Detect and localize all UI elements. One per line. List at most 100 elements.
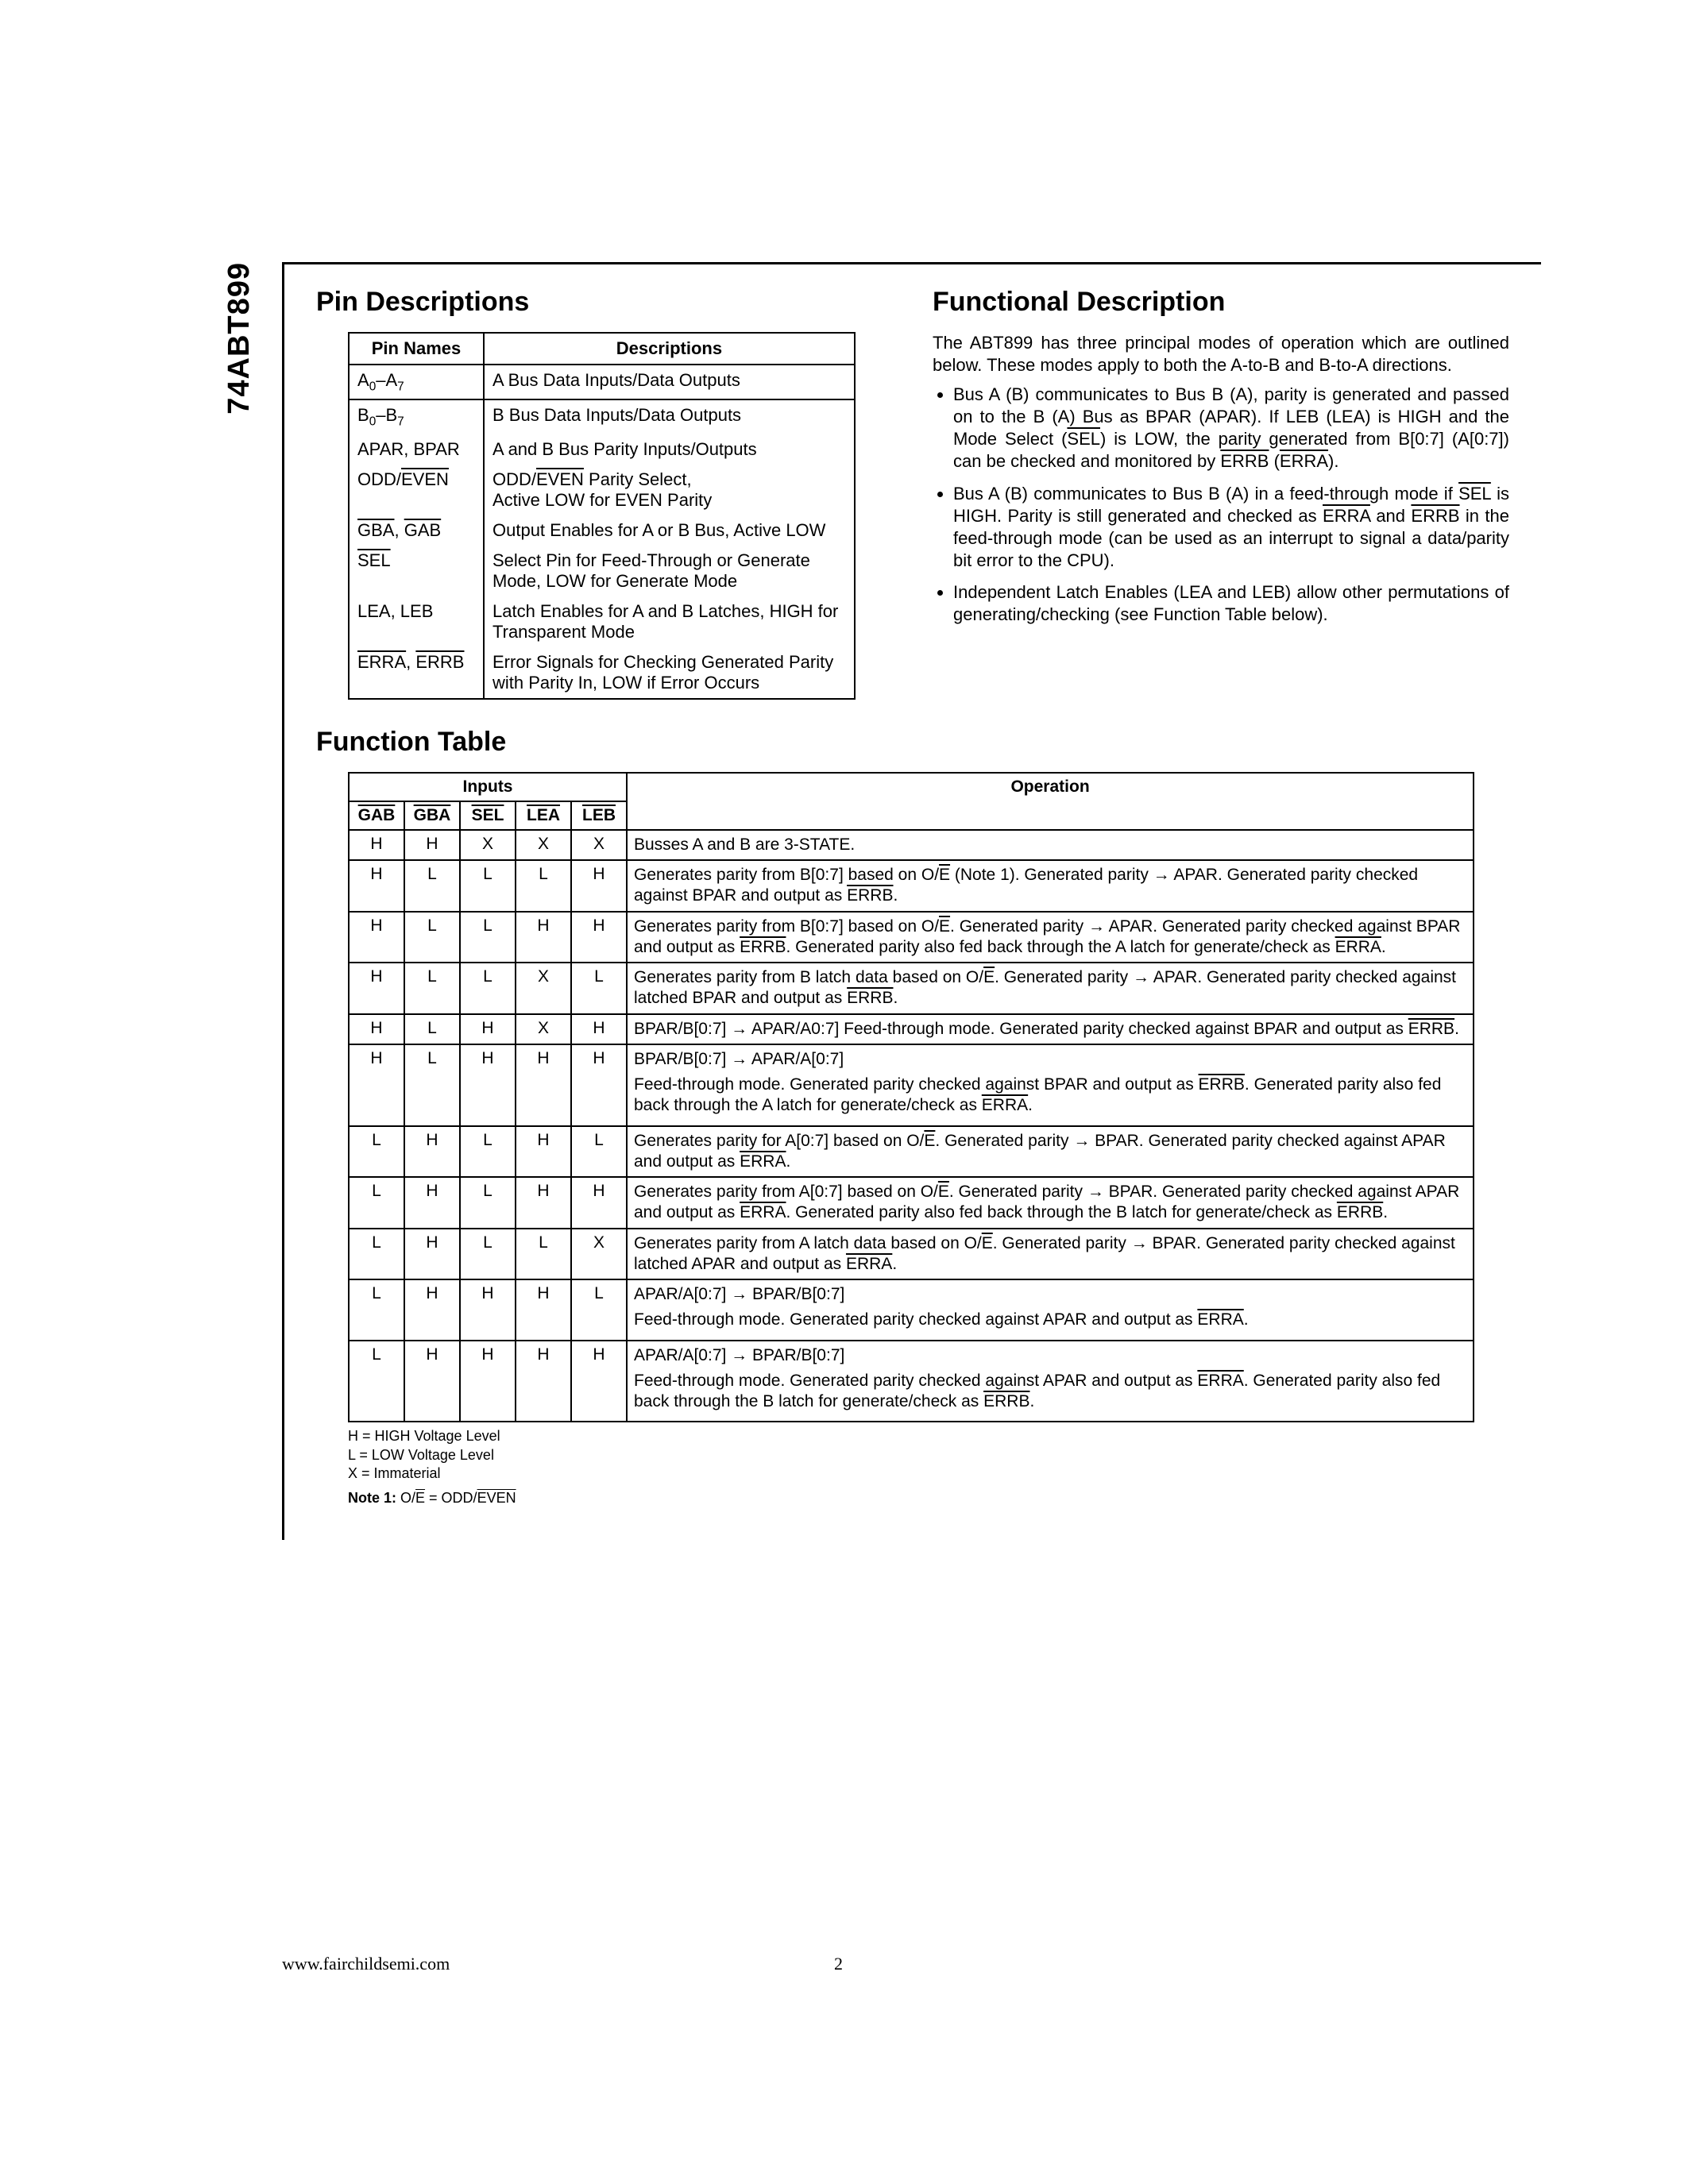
function-table-row: LHLLXGenerates parity from A latch data … — [349, 1229, 1474, 1280]
part-number-vertical: 74ABT899 — [222, 262, 257, 415]
function-table-input-cell: L — [460, 1229, 516, 1280]
function-table-operation-cell: Busses A and B are 3-STATE. — [627, 830, 1474, 860]
pin-table-row: APAR, BPARA and B Bus Parity Inputs/Outp… — [349, 434, 855, 465]
function-table-input-cell: H — [404, 1229, 460, 1280]
pin-desc-cell: Select Pin for Feed-Through or Generate … — [484, 546, 855, 596]
function-table-input-cell: H — [571, 1044, 627, 1126]
function-table-row: HLHXHBPAR/B[0:7] → APAR/A0:7] Feed-throu… — [349, 1014, 1474, 1044]
pin-desc-cell: Output Enables for A or B Bus, Active LO… — [484, 515, 855, 546]
function-table-input-cell: L — [516, 1229, 571, 1280]
function-table-input-cell: L — [349, 1279, 404, 1341]
functional-intro: The ABT899 has three principal modes of … — [933, 332, 1509, 376]
pin-descriptions-table: Pin Names Descriptions A0–A7A Bus Data I… — [348, 332, 856, 700]
function-table-input-cell: X — [516, 963, 571, 1014]
left-column: Pin Descriptions Pin Names Descriptions … — [316, 287, 893, 700]
pin-table-header-desc: Descriptions — [484, 333, 855, 365]
function-table-input-cell: H — [349, 963, 404, 1014]
function-table-input-cell: H — [349, 830, 404, 860]
function-table-input-cell: H — [571, 1341, 627, 1422]
function-table-input-cell: H — [516, 1177, 571, 1229]
pin-table-row: LEA, LEBLatch Enables for A and B Latche… — [349, 596, 855, 647]
function-table-input-cell: H — [571, 860, 627, 912]
function-table-input-cell: H — [349, 1014, 404, 1044]
function-table-input-cell: H — [516, 1279, 571, 1341]
function-table-input-cell: L — [460, 963, 516, 1014]
function-table-input-cell: H — [460, 1014, 516, 1044]
function-table-input-cell: X — [460, 830, 516, 860]
function-table-input-cell: H — [460, 1279, 516, 1341]
function-table-input-cell: L — [404, 963, 460, 1014]
function-table-input-cell: L — [460, 1177, 516, 1229]
function-table-input-cell: L — [571, 963, 627, 1014]
function-table-input-cell: H — [404, 1177, 460, 1229]
function-table-input-cell: H — [349, 1044, 404, 1126]
pin-table-row: A0–A7A Bus Data Inputs/Data Outputs — [349, 365, 855, 399]
function-table-row: LHHHLAPAR/A[0:7] → BPAR/B[0:7]Feed-throu… — [349, 1279, 1474, 1341]
function-table-operation-cell: BPAR/B[0:7] → APAR/A[0:7]Feed-through mo… — [627, 1044, 1474, 1126]
legend-x: X = Immaterial — [348, 1464, 1509, 1483]
function-table-operation-cell: Generates parity from A latch data based… — [627, 1229, 1474, 1280]
function-table-input-cell: H — [516, 1341, 571, 1422]
pin-table-row: ODD/EVENODD/EVEN Parity Select,Active LO… — [349, 465, 855, 515]
function-table: Inputs Operation GABGBASELLEALEB HHXXXBu… — [348, 772, 1474, 1423]
function-table-row: LHHHHAPAR/A[0:7] → BPAR/B[0:7]Feed-throu… — [349, 1341, 1474, 1422]
function-table-col-header: GBA — [404, 801, 460, 830]
pin-name-cell: ODD/EVEN — [349, 465, 484, 515]
function-table-input-cell: L — [349, 1229, 404, 1280]
function-table-input-cell: L — [349, 1177, 404, 1229]
pin-table-row: SELSelect Pin for Feed-Through or Genera… — [349, 546, 855, 596]
footer-page-number: 2 — [834, 1954, 843, 1974]
function-table-col-header: GAB — [349, 801, 404, 830]
legend-l: L = LOW Voltage Level — [348, 1446, 1509, 1464]
right-column: Functional Description The ABT899 has th… — [933, 287, 1509, 700]
function-table-input-cell: L — [349, 1126, 404, 1178]
function-table-input-cell: L — [404, 1014, 460, 1044]
function-table-row: HLHHHBPAR/B[0:7] → APAR/A[0:7]Feed-throu… — [349, 1044, 1474, 1126]
function-table-operation-cell: BPAR/B[0:7] → APAR/A0:7] Feed-through mo… — [627, 1014, 1474, 1044]
pin-name-cell: APAR, BPAR — [349, 434, 484, 465]
function-table-col-header: SEL — [460, 801, 516, 830]
function-table-col-header: LEA — [516, 801, 571, 830]
pin-desc-cell: ODD/EVEN Parity Select,Active LOW for EV… — [484, 465, 855, 515]
function-table-input-cell: X — [516, 1014, 571, 1044]
footer-url: www.fairchildsemi.com — [282, 1954, 450, 1974]
function-table-input-cell: L — [404, 1044, 460, 1126]
pin-name-cell: A0–A7 — [349, 365, 484, 399]
function-table-wrap: Inputs Operation GABGBASELLEALEB HHXXXBu… — [348, 772, 1509, 1508]
function-table-input-cell: X — [571, 1229, 627, 1280]
function-table-operation-cell: Generates parity for A[0:7] based on O/E… — [627, 1126, 1474, 1178]
function-table-row: HHXXXBusses A and B are 3-STATE. — [349, 830, 1474, 860]
function-table-input-cell: L — [516, 860, 571, 912]
pin-desc-cell: Error Signals for Checking Generated Par… — [484, 647, 855, 699]
two-column-layout: Pin Descriptions Pin Names Descriptions … — [316, 287, 1509, 700]
pin-name-cell: GBA, GAB — [349, 515, 484, 546]
pin-desc-cell: A and B Bus Parity Inputs/Outputs — [484, 434, 855, 465]
function-table-row: LHLHHGenerates parity from A[0:7] based … — [349, 1177, 1474, 1229]
pin-name-cell: B0–B7 — [349, 399, 484, 434]
function-table-input-cell: H — [349, 912, 404, 963]
function-table-row: LHLHLGenerates parity for A[0:7] based o… — [349, 1126, 1474, 1178]
function-table-input-cell: H — [460, 1044, 516, 1126]
function-table-input-cell: L — [349, 1341, 404, 1422]
pin-table-row: ERRA, ERRBError Signals for Checking Gen… — [349, 647, 855, 699]
function-table-operation-cell: Generates parity from B latch data based… — [627, 963, 1474, 1014]
function-table-input-cell: L — [460, 1126, 516, 1178]
function-table-input-cell: H — [404, 1341, 460, 1422]
function-table-input-cell: H — [460, 1341, 516, 1422]
function-table-input-cell: X — [571, 830, 627, 860]
pin-desc-cell: B Bus Data Inputs/Data Outputs — [484, 399, 855, 434]
function-table-input-cell: X — [516, 830, 571, 860]
functional-bullet-list: Bus A (B) communicates to Bus B (A), par… — [933, 384, 1509, 627]
function-table-row: HLLHHGenerates parity from B[0:7] based … — [349, 912, 1474, 963]
functional-bullet: Independent Latch Enables (LEA and LEB) … — [953, 581, 1509, 626]
function-table-operation-cell: APAR/A[0:7] → BPAR/B[0:7]Feed-through mo… — [627, 1341, 1474, 1422]
pin-table-row: GBA, GABOutput Enables for A or B Bus, A… — [349, 515, 855, 546]
function-table-input-cell: L — [460, 860, 516, 912]
function-table-input-cell: H — [571, 1014, 627, 1044]
pin-name-cell: LEA, LEB — [349, 596, 484, 647]
function-table-row: HLLLHGenerates parity from B[0:7] based … — [349, 860, 1474, 912]
functional-bullet: Bus A (B) communicates to Bus B (A), par… — [953, 384, 1509, 473]
function-table-operation-cell: Generates parity from B[0:7] based on O/… — [627, 860, 1474, 912]
functional-bullet: Bus A (B) communicates to Bus B (A) in a… — [953, 483, 1509, 573]
function-table-row: HLLXLGenerates parity from B latch data … — [349, 963, 1474, 1014]
